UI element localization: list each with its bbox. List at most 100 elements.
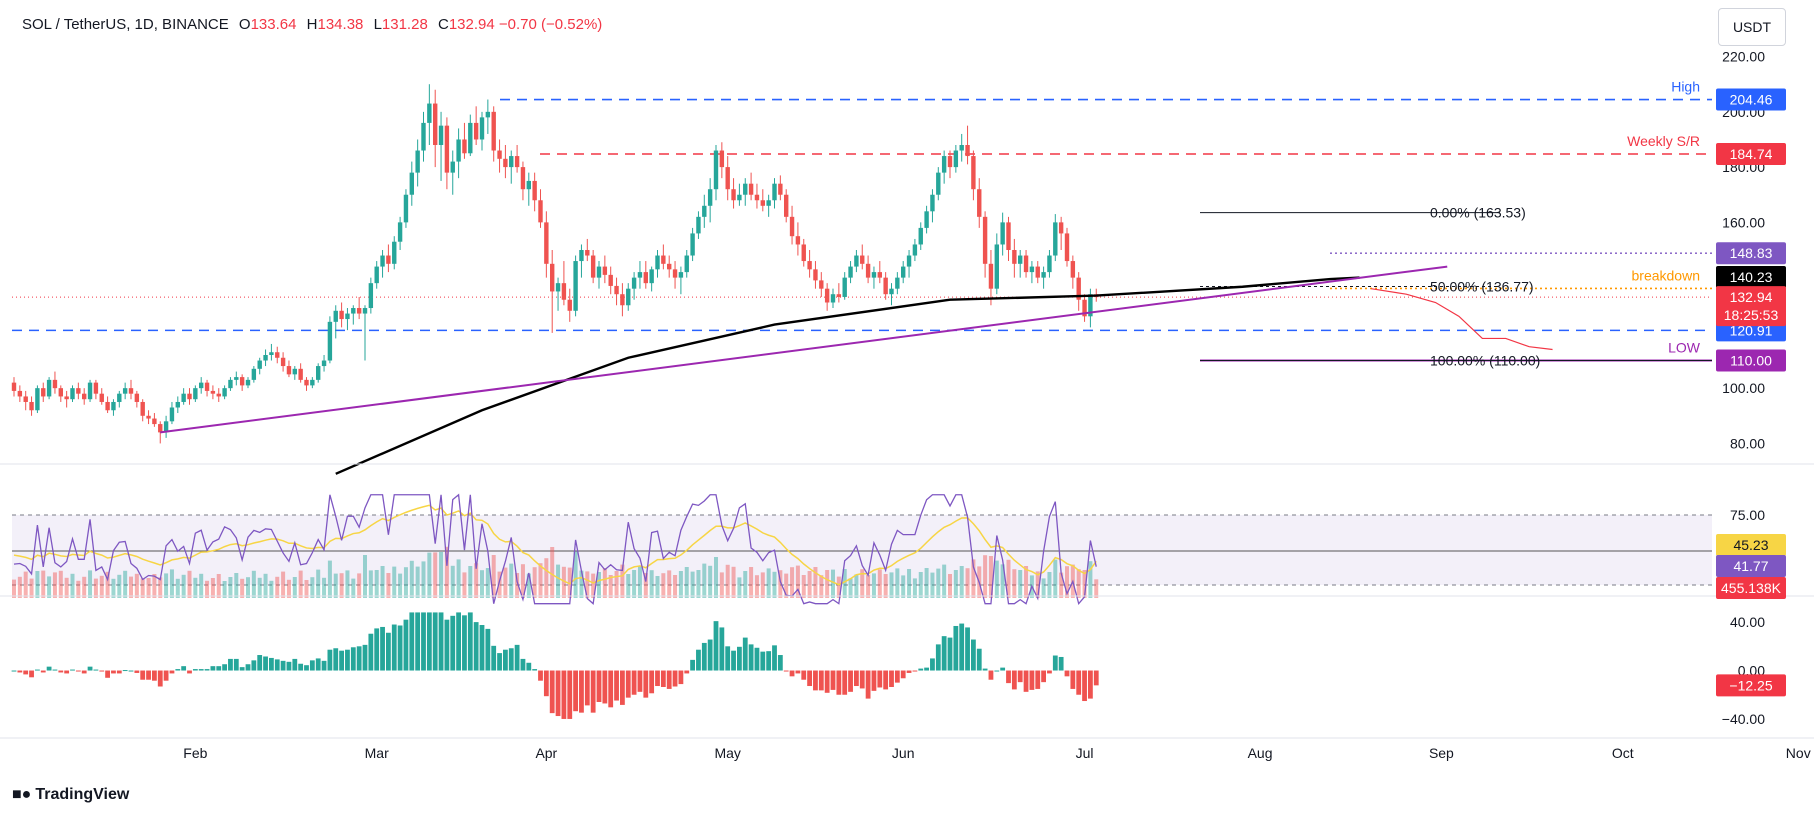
macd-bar <box>350 647 356 671</box>
macd-bar <box>824 670 830 693</box>
macd-bar <box>257 655 263 671</box>
candle-body <box>631 277 637 289</box>
macd-bar <box>1035 670 1041 689</box>
macd-bar <box>99 670 105 672</box>
candle-body <box>245 379 251 386</box>
volume-bar <box>901 575 906 598</box>
volume-bar <box>497 571 502 598</box>
volume-bar <box>251 570 256 598</box>
candle-body <box>433 103 438 145</box>
macd-bar <box>1023 670 1029 692</box>
candle-body <box>561 283 567 300</box>
volume-bar <box>561 566 566 598</box>
currency-button[interactable]: USDT <box>1718 8 1786 46</box>
symbol-header: SOL / TetherUS, 1D, BINANCE O133.64 H134… <box>22 16 602 33</box>
volume-bar <box>99 575 104 598</box>
candle-body <box>1064 233 1070 262</box>
candle-body <box>509 156 514 168</box>
candle-body <box>134 393 140 402</box>
candle-body <box>532 180 537 201</box>
volume-bar <box>310 577 315 598</box>
volume-bar <box>123 570 128 598</box>
macd-bar <box>807 670 812 687</box>
candle-body <box>17 390 23 397</box>
volume-bar <box>193 577 198 598</box>
volume-bar <box>23 571 28 598</box>
macd-bar <box>953 625 959 671</box>
candle-body <box>491 111 496 151</box>
volume-bar <box>269 580 274 598</box>
volume-bar <box>597 572 601 598</box>
level-tag: 184.74 <box>1730 146 1773 162</box>
candle-body <box>415 150 420 173</box>
candle-body <box>889 288 894 295</box>
macd-bar <box>742 637 748 671</box>
macd-bar <box>444 619 450 671</box>
macd-bar <box>614 670 619 701</box>
candle-body <box>1082 299 1087 317</box>
candle-body <box>70 388 75 400</box>
candle-body <box>596 266 602 278</box>
volume-bar <box>58 570 63 598</box>
fib-label: 100.00% (110.00) <box>1430 353 1540 369</box>
volume-bar <box>363 555 367 598</box>
macd-bar <box>813 670 818 691</box>
candle-body <box>292 368 297 375</box>
candle-body <box>772 183 777 201</box>
macd-bar <box>1011 670 1017 690</box>
price-tag: 148.83 <box>1730 245 1773 261</box>
macd-bar <box>81 670 87 674</box>
macd-bar <box>245 664 251 671</box>
candle-body <box>181 393 186 402</box>
macd-bar <box>579 670 584 713</box>
candle-body <box>860 255 865 264</box>
volume-bar <box>983 555 988 598</box>
macd-bar <box>339 650 344 671</box>
volume-bar <box>550 547 555 598</box>
candle-body <box>117 393 122 402</box>
volume-bar <box>649 570 654 598</box>
candle-body <box>719 150 725 168</box>
price-axis-tick: 100.00 <box>1722 380 1765 396</box>
macd-bar <box>1070 670 1076 689</box>
volume-bar <box>836 576 841 598</box>
macd-bar <box>935 644 941 671</box>
candle-body <box>421 122 426 151</box>
volume-bar <box>661 573 666 598</box>
macd-bar <box>725 646 731 671</box>
volume-bar <box>719 572 724 598</box>
candle-body <box>614 285 619 295</box>
volume-bar <box>573 551 578 598</box>
macd-bar <box>175 669 181 671</box>
macd-bar <box>508 648 514 671</box>
candle-body <box>327 321 333 361</box>
volume-bar <box>731 566 736 598</box>
volume-bar <box>1006 559 1011 598</box>
candle-body <box>661 255 666 264</box>
volume-bar <box>304 580 309 598</box>
volume-bar <box>626 574 631 598</box>
candle-body <box>456 139 461 162</box>
candle-body <box>444 125 450 173</box>
volume-bar <box>696 570 701 598</box>
macd-bar <box>111 670 116 674</box>
macd-bar <box>1000 667 1006 671</box>
level-tag: 204.46 <box>1730 92 1773 108</box>
volume-bar <box>1082 570 1087 598</box>
volume-bar <box>532 567 537 598</box>
macd-bar <box>473 622 479 671</box>
volume-bar <box>205 580 210 598</box>
candle-body <box>977 189 982 217</box>
macd-bar <box>485 628 491 671</box>
macd-bar <box>532 669 538 671</box>
candle-body <box>286 366 292 375</box>
tradingview-logo[interactable]: ■● TradingView <box>12 786 129 804</box>
volume-bar <box>643 573 648 598</box>
candle-body <box>731 189 736 201</box>
volume-bar <box>544 558 549 598</box>
volume-bar <box>766 568 771 598</box>
macd-bar <box>877 670 883 688</box>
candle-body <box>503 158 508 168</box>
trendline <box>160 265 1448 434</box>
symbol-label[interactable]: SOL / TetherUS, 1D, BINANCE <box>22 16 229 33</box>
